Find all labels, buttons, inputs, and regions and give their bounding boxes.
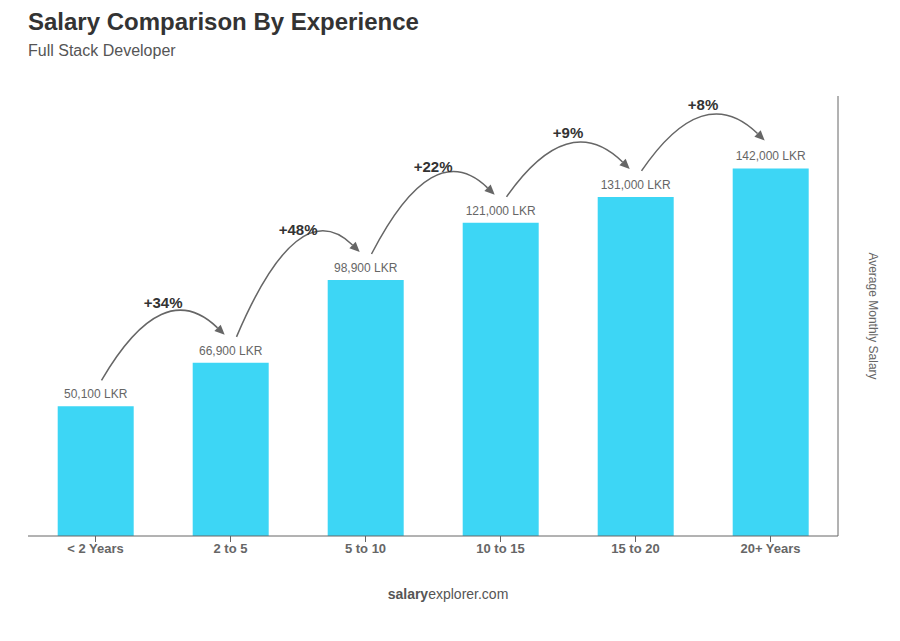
svg-text:Average Monthly Salary: Average Monthly Salary: [866, 252, 880, 379]
svg-text:+34%: +34%: [144, 294, 183, 311]
svg-text:98,900 LKR: 98,900 LKR: [334, 261, 398, 275]
svg-text:10 to 15: 10 to 15: [476, 541, 524, 556]
svg-text:66,900 LKR: 66,900 LKR: [199, 344, 263, 358]
svg-text:+8%: +8%: [688, 96, 718, 113]
svg-text:+9%: +9%: [553, 124, 583, 141]
svg-text:+22%: +22%: [414, 158, 453, 175]
html-text:Full Stack Developer: Full Stack Developer: [28, 42, 176, 59]
svg-text:< 2 Years: < 2 Years: [67, 541, 124, 556]
svg-text:20+ Years: 20+ Years: [740, 541, 800, 556]
svg-text:+48%: +48%: [279, 221, 318, 238]
svg-text:50,100 LKR: 50,100 LKR: [64, 387, 128, 401]
svg-text:131,000 LKR: 131,000 LKR: [601, 178, 671, 192]
html-text:salary explorer.com: salary explorer.com: [387, 586, 509, 602]
svg-text:2 to 5: 2 to 5: [214, 541, 248, 556]
svg-text:142,000 LKR: 142,000 LKR: [736, 149, 806, 163]
html-text:Salary Comparison By Experienc: Salary Comparison By Experience: [28, 8, 419, 35]
svg-text:5 to 10: 5 to 10: [345, 541, 386, 556]
svg-text:121,000 LKR: 121,000 LKR: [466, 204, 536, 218]
svg-text:15 to 20: 15 to 20: [611, 541, 659, 556]
